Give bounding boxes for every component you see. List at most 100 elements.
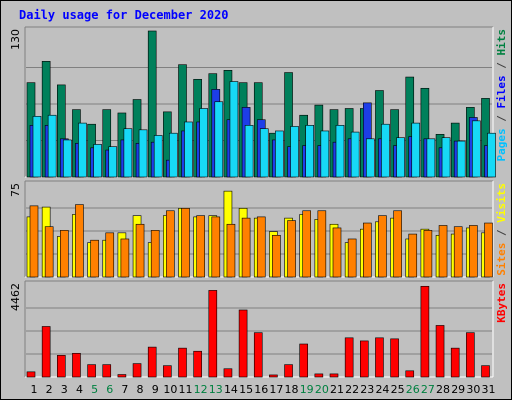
kbytes-bar-kbytes-30 [466,332,475,378]
hits-bar-pages-8 [138,129,148,178]
day-label-13: 13 [209,383,223,396]
hits-bar-pages-4 [78,122,87,178]
hits-bar-pages-11 [184,121,193,178]
day-label-18: 18 [285,383,299,396]
hits-bar-pages-10 [169,132,178,178]
visits-bar-sites-16 [256,216,266,278]
day-label-25: 25 [391,383,405,396]
kbytes-bar-kbytes-25 [390,338,399,378]
hits-bar-pages-23 [365,138,375,178]
hits-bar-pages-2 [47,114,57,178]
day-label-6: 6 [106,383,113,396]
kbytes-max-tick-label: 4462 [9,283,22,311]
kbytes-bar-kbytes-6 [102,364,112,378]
visits-bar-sites-22 [347,238,357,278]
kbytes-bar-kbytes-5 [87,364,96,378]
visits-bar-sites-1 [29,205,39,278]
kbytes-bar-kbytes-18 [284,364,293,378]
hits-bar-pages-12 [199,108,208,178]
hits-bar-pages-3 [62,139,72,178]
visits-bar-sites-18 [287,220,296,278]
visits-bar-sites-11 [181,208,190,278]
visits-bar-sites-4 [75,204,84,278]
kbytes-bar-kbytes-9 [147,346,157,378]
hits-bar-pages-27 [426,138,436,178]
day-label-28: 28 [436,383,450,396]
day-label-10: 10 [163,383,177,396]
kbytes-bar-kbytes-27 [420,285,430,378]
hits-side-legend-part-1: / [495,109,508,129]
visits-bar-sites-12 [196,215,205,278]
day-label-20: 20 [315,383,329,396]
visits-bar-sites-14 [226,223,236,278]
visits-bar-sites-5 [90,239,99,278]
visits-bar-sites-20 [317,210,327,278]
kbytes-bar-kbytes-4 [72,352,81,378]
day-label-24: 24 [375,383,389,396]
day-label-9: 9 [152,383,159,396]
hits-bar-pages-20 [320,130,330,178]
visits-bar-sites-9 [150,230,160,278]
visits-bar-sites-21 [332,227,342,278]
kbytes-bar-kbytes-24 [375,337,384,378]
hits-bar-pages-5 [93,144,102,178]
day-label-16: 16 [254,383,268,396]
hits-bar-pages-1 [32,116,42,178]
kbytes-bar-kbytes-1 [26,371,36,378]
kbytes-bar-kbytes-17 [269,374,278,378]
hits-bar-pages-15 [244,125,254,178]
visits-bar-sites-10 [166,210,175,278]
day-label-17: 17 [269,383,283,396]
day-label-2: 2 [46,383,53,396]
visits-bar-sites-25 [393,210,402,278]
hits-bar-pages-21 [335,125,345,178]
day-label-14: 14 [224,383,238,396]
kbytes-bar-kbytes-7 [117,374,127,378]
kbytes-bar-kbytes-20 [314,373,324,378]
hits-side-legend-part-4: Hits [495,29,508,56]
hits-bar-pages-26 [411,122,421,178]
visits-bar-sites-26 [408,233,418,278]
visits-side-legend-part-2: Visits [495,183,508,223]
kbytes-bar-kbytes-11 [178,347,187,378]
visits-bar-sites-8 [135,223,145,278]
hits-max-tick-label: 130 [9,29,22,50]
visits-bar-sites-3 [59,230,69,278]
visits-side-legend-part-0: Sites [495,243,508,276]
visits-bar-sites-13 [211,216,221,278]
day-label-31: 31 [482,383,496,396]
visits-bar-sites-2 [44,226,54,278]
visits-bar-sites-27 [423,230,433,278]
day-label-3: 3 [61,383,68,396]
day-label-23: 23 [360,383,374,396]
kbytes-bar-kbytes-19 [299,343,309,378]
day-label-30: 30 [466,383,480,396]
hits-bar-pages-14 [229,81,239,178]
kbytes-bar-kbytes-21 [329,373,339,378]
kbytes-bar-kbytes-12 [193,350,202,378]
day-label-19: 19 [300,383,314,396]
chart-title: Daily usage for December 2020 [19,8,229,22]
day-label-7: 7 [121,383,128,396]
kbytes-bar-kbytes-3 [56,355,66,378]
hits-side-legend-part-3: / [495,56,508,76]
hits-bar-pages-18 [290,126,299,178]
kbytes-bar-kbytes-16 [253,332,263,378]
hits-bar-pages-7 [123,128,133,178]
visits-bar-sites-24 [378,215,387,278]
kbytes-side-legend-part-0: KBytes [495,283,508,323]
visits-bar-sites-17 [272,234,281,278]
day-label-8: 8 [137,383,144,396]
day-label-27: 27 [421,383,435,396]
day-label-4: 4 [76,383,83,396]
day-label-1: 1 [31,383,38,396]
day-label-12: 12 [194,383,208,396]
visits-side-legend: Sites / Visits [495,183,508,276]
hits-bar-pages-16 [259,128,269,178]
kbytes-bar-kbytes-15 [238,309,248,378]
visits-side-legend-part-1: / [495,223,508,243]
day-label-15: 15 [239,383,253,396]
visits-bar-sites-30 [469,225,478,278]
